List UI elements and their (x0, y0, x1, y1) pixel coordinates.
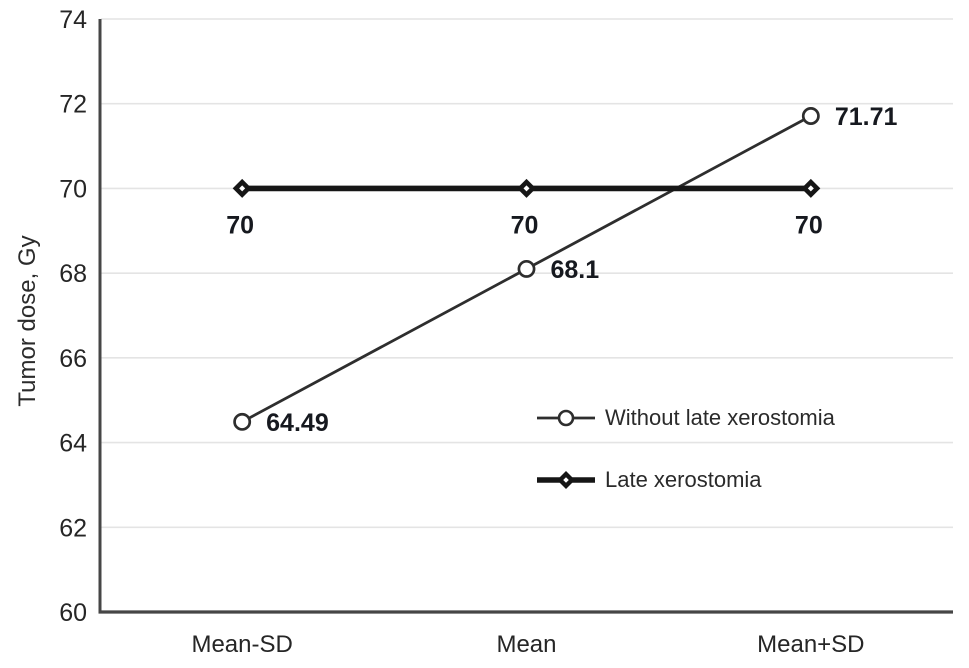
data-point-label: 71.71 (835, 103, 898, 131)
data-point-label: 64.49 (266, 409, 329, 437)
y-tick-label: 70 (59, 175, 87, 203)
y-tick-label: 72 (59, 91, 87, 119)
y-tick-label: 68 (59, 260, 87, 288)
y-tick-label: 66 (59, 345, 87, 373)
y-tick-label: 60 (59, 599, 87, 627)
data-point-marker-center (807, 185, 814, 192)
data-point-label: 68.1 (551, 256, 600, 284)
x-category-label: Mean-SD (191, 631, 292, 658)
y-tick-label: 62 (59, 514, 87, 542)
x-category-label: Mean+SD (757, 631, 864, 658)
data-point-label: 70 (795, 211, 823, 239)
data-point-label: 70 (511, 211, 539, 239)
legend-label: Without late xerostomia (605, 405, 835, 430)
data-point-label: 70 (226, 211, 254, 239)
data-point-marker (801, 107, 820, 125)
data-point-marker-center (523, 185, 530, 192)
legend-item-without-late-xerostomia: Without late xerostomia (536, 402, 835, 434)
x-category-label: Mean (496, 631, 556, 658)
open-circle-marker-icon (537, 409, 595, 427)
legend-item-late-xerostomia: Late xerostomia (536, 464, 835, 496)
y-axis-title: Tumor dose, Gy (14, 235, 41, 407)
y-tick-label: 74 (59, 6, 87, 34)
diamond-marker-icon (537, 471, 595, 489)
data-point-marker-center (239, 185, 246, 192)
data-point-marker (233, 412, 252, 431)
data-point-marker (517, 259, 536, 278)
y-tick-label: 64 (59, 430, 87, 458)
legend-label: Late xerostomia (605, 467, 762, 492)
legend: Without late xerostomia Late xerostomia (536, 402, 835, 496)
